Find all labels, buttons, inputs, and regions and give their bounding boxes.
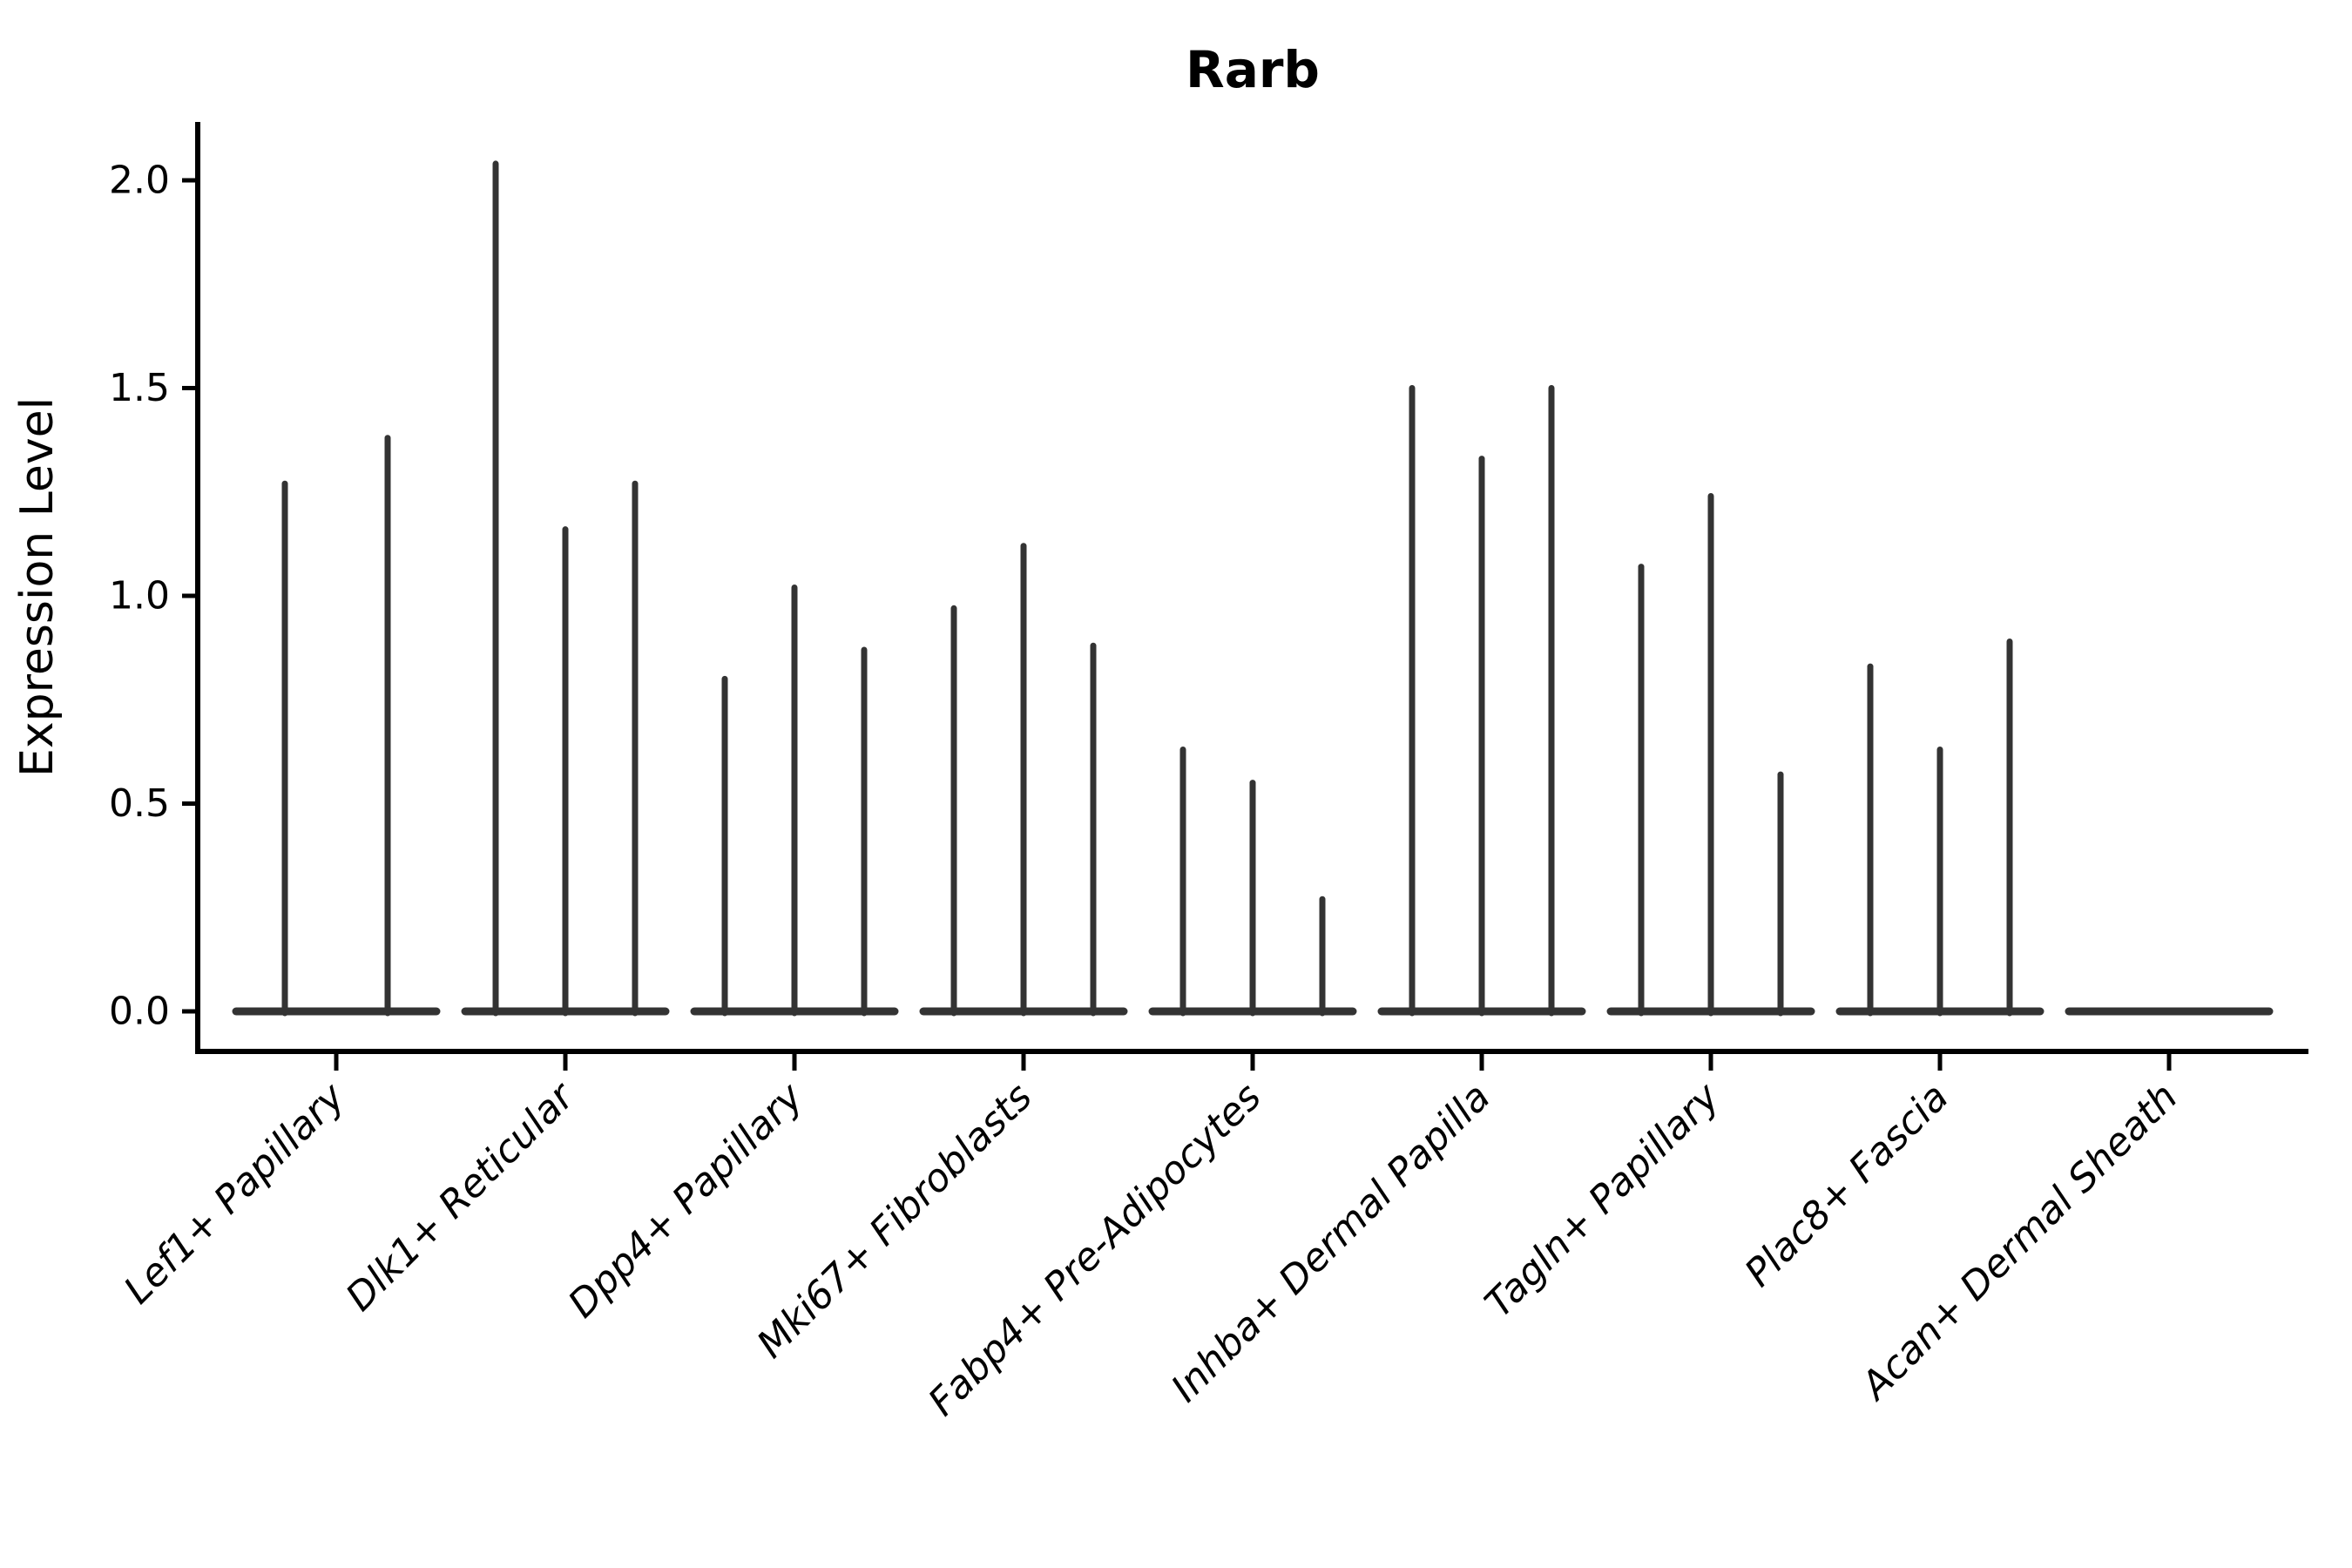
y-tick-label: 0.5 <box>109 781 170 826</box>
violin-group <box>1606 493 1815 1017</box>
violin-group <box>1377 385 1586 1017</box>
violin-group <box>919 543 1128 1017</box>
y-tick-label: 1.0 <box>109 574 170 618</box>
violins <box>232 160 2274 1017</box>
x-tick-label: Plac8+ Fascia <box>1736 1075 1957 1295</box>
x-tick-label: Dlk1+ Reticular <box>337 1073 584 1320</box>
violin-group <box>690 584 899 1017</box>
y-tick-label: 0.0 <box>109 990 170 1034</box>
violin-group <box>461 160 670 1017</box>
y-tick-label: 1.5 <box>109 366 170 410</box>
y-tick-label: 2.0 <box>109 159 170 203</box>
x-tick-label: Tagln+ Papillary <box>1477 1074 1728 1326</box>
x-tick-label: Lef1+ Papillary <box>116 1074 355 1313</box>
page-title: Rarb <box>1186 40 1320 99</box>
axis-spines <box>195 122 2308 1054</box>
y-axis: 0.0 0.5 1.0 1.5 2.0 <box>109 159 198 1034</box>
violin-group <box>1148 746 1357 1017</box>
violin-group <box>1835 638 2044 1017</box>
x-tick-label: Dpp4+ Papillary <box>560 1074 813 1327</box>
y-axis-label: Expression Level <box>11 397 64 777</box>
violin-group <box>232 435 441 1017</box>
